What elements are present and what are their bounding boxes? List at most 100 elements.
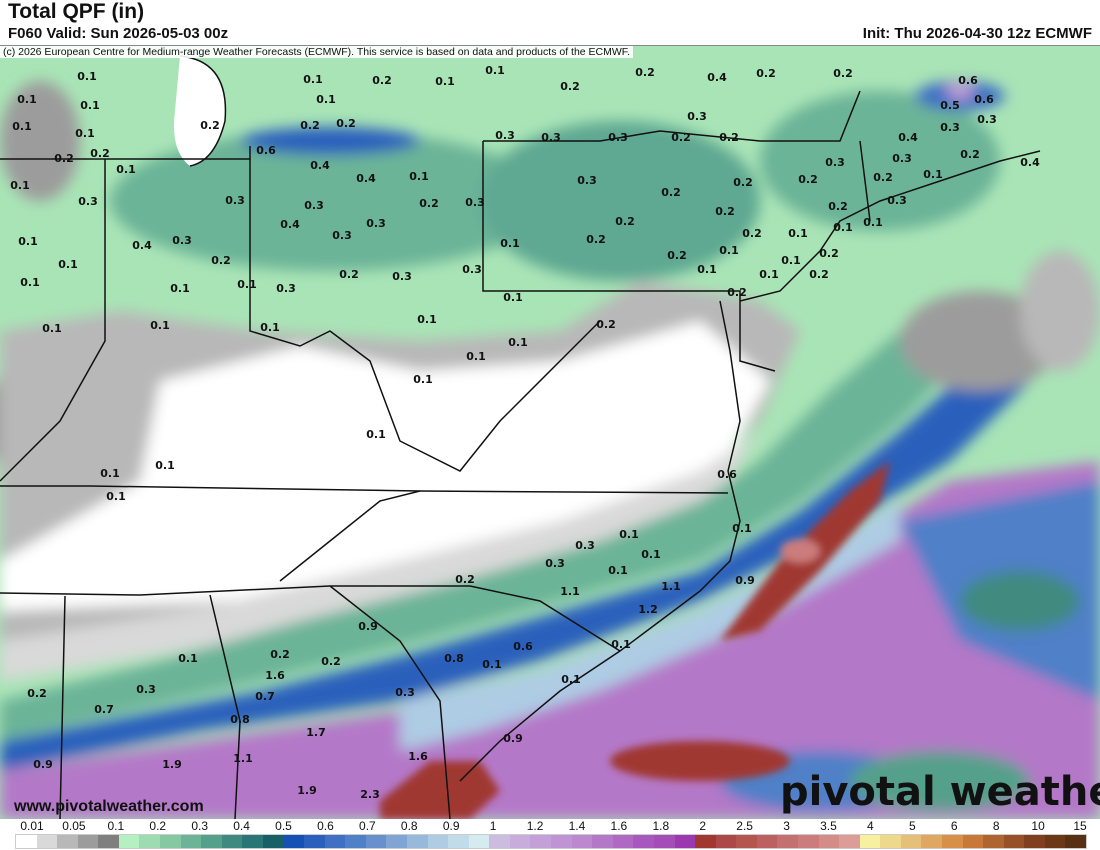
- colorbar-swatch: [695, 835, 716, 848]
- map-value-label: 0.1: [237, 278, 257, 291]
- map-value-label: 0.1: [116, 163, 136, 176]
- map-value-label: 0.4: [280, 218, 300, 231]
- colorbar-swatch: [1003, 835, 1025, 848]
- map-value-label: 0.1: [17, 93, 37, 106]
- colorbar-swatch: [592, 835, 613, 848]
- map-value-label: 0.2: [756, 67, 776, 80]
- colorbar-label: 1.2: [526, 819, 544, 833]
- colorbar-labels: 0.01 0.05 0.1 0.2 0.3 0.4 0.5 0.6 0.7 0.8 0.9 1 1.2 1…: [15, 819, 1086, 833]
- colorbar-label: 3: [783, 819, 790, 833]
- map-value-label: 0.1: [759, 268, 779, 281]
- map-value-label: 0.1: [106, 490, 126, 503]
- map-value-label: 0.1: [611, 638, 631, 651]
- map-value-label: 1.9: [297, 784, 317, 797]
- map-value-label: 0.1: [303, 73, 323, 86]
- colorbar-label: 1.4: [568, 819, 586, 833]
- map-value-label: 0.1: [12, 120, 32, 133]
- map-value-label: 0.1: [508, 336, 528, 349]
- colorbar-swatch: [921, 835, 943, 848]
- map-value-label: 0.3: [577, 174, 597, 187]
- map-value-label: 0.1: [863, 216, 883, 229]
- map-value-label: 0.1: [413, 373, 433, 386]
- colorbar-swatch: [674, 835, 696, 848]
- map-value-label: 0.2: [596, 318, 616, 331]
- colorbar-label: 0.01: [20, 819, 44, 833]
- map-value-label: 0.2: [873, 171, 893, 184]
- map-value-label: 0.1: [732, 522, 752, 535]
- map-value-label: 0.2: [819, 247, 839, 260]
- map-value-label: 0.1: [719, 244, 739, 257]
- colorbar-label: 2: [699, 819, 707, 833]
- map-value-label: 0.2: [833, 67, 853, 80]
- qpf-map: 0.1 0.1 0.1 0.1 0.1 0.2 0.2 0.1 0.1 0.3 0.1 0.4 0.3 0…: [0, 45, 1100, 819]
- map-value-label: 0.9: [33, 758, 53, 771]
- map-value-label: 0.1: [366, 428, 386, 441]
- map-value-label: 0.2: [635, 66, 655, 79]
- colorbar-swatch: [942, 835, 963, 848]
- colorbar-swatch: [139, 835, 161, 848]
- colorbar-label: 2.5: [736, 819, 753, 833]
- map-value-label: 0.1: [100, 467, 120, 480]
- map-value-label: 0.3: [392, 270, 412, 283]
- map-value-label: 0.4: [356, 172, 376, 185]
- map-value-labels: 0.10.1 0.10.10.10.2 0.20.10.10.30.1 0.4 0.30…: [10, 64, 1040, 801]
- colorbar-swatch: [983, 835, 1004, 848]
- valid-time: F060 Valid: Sun 2026-05-03 00z: [8, 25, 229, 42]
- map-value-label: 0.3: [825, 156, 845, 169]
- map-value-label: 0.3: [892, 152, 912, 165]
- map-value-label: 0.4: [707, 71, 727, 84]
- colorbar-swatch: [839, 835, 860, 848]
- map-value-label: 1.1: [233, 752, 253, 765]
- map-value-label: 0.4: [1020, 156, 1040, 169]
- colorbar-swatch: [777, 835, 798, 848]
- colorbar-label: 5: [908, 819, 916, 833]
- map-value-label: 1.7: [306, 726, 326, 739]
- map-value-label: 0.1: [561, 673, 581, 686]
- map-value-label: 0.2: [211, 254, 231, 267]
- colorbar-swatch: [1024, 835, 1045, 848]
- map-value-label: 0.2: [715, 205, 735, 218]
- pivotal-weather-logo: pivotal weather: [780, 770, 1100, 814]
- map-value-label: 0.1: [75, 127, 95, 140]
- map-value-label: 1.2: [638, 603, 658, 616]
- colorbar-swatch: [859, 835, 881, 848]
- colorbar-label: 0.6: [317, 819, 334, 833]
- colorbar-label: 0.4: [233, 819, 250, 833]
- colorbar-swatch: [633, 835, 654, 848]
- colorbar-label: 0.05: [62, 819, 86, 833]
- colorbar-label: 1: [489, 819, 497, 833]
- colorbar-swatch: [1044, 835, 1066, 848]
- map-value-label: 0.4: [898, 131, 918, 144]
- colorbar-label: 0.9: [442, 819, 460, 833]
- map-value-label: 0.6: [958, 74, 978, 87]
- map-value-label: 0.6: [513, 640, 533, 653]
- map-value-label: 0.1: [503, 291, 523, 304]
- map-value-label: 0.4: [310, 159, 330, 172]
- map-value-label: 0.2: [321, 655, 341, 668]
- map-value-label: 0.2: [372, 74, 392, 87]
- colorbar-swatch: [221, 835, 243, 848]
- map-value-label: 0.2: [661, 186, 681, 199]
- colorbar-label: 0.2: [149, 819, 167, 833]
- map-value-label: 1.6: [408, 750, 428, 763]
- map-value-label: 0.6: [974, 93, 994, 106]
- colorbar-swatch: [16, 835, 37, 848]
- site-url[interactable]: www.pivotalweather.com: [14, 798, 204, 815]
- map-value-label: 0.3: [366, 217, 386, 230]
- colorbar-swatch: [180, 835, 202, 848]
- colorbar-swatch: [77, 835, 99, 848]
- map-value-label: 0.1: [697, 263, 717, 276]
- map-value-label: 0.2: [667, 249, 687, 262]
- colorbar-label: 0.3: [191, 819, 209, 833]
- map-value-label: 0.1: [170, 282, 190, 295]
- colorbar-swatch: [160, 835, 181, 848]
- map-value-label: 0.1: [316, 93, 336, 106]
- map-value-label: 0.2: [300, 119, 320, 132]
- colorbar-swatch: [345, 835, 366, 848]
- colorbar-swatch: [242, 835, 263, 848]
- map-value-label: 0.1: [619, 528, 639, 541]
- map-value-label: 0.3: [465, 196, 485, 209]
- map-value-label: 0.1: [155, 459, 175, 472]
- colorbar-swatch: [962, 835, 984, 848]
- map-value-label: 0.2: [960, 148, 980, 161]
